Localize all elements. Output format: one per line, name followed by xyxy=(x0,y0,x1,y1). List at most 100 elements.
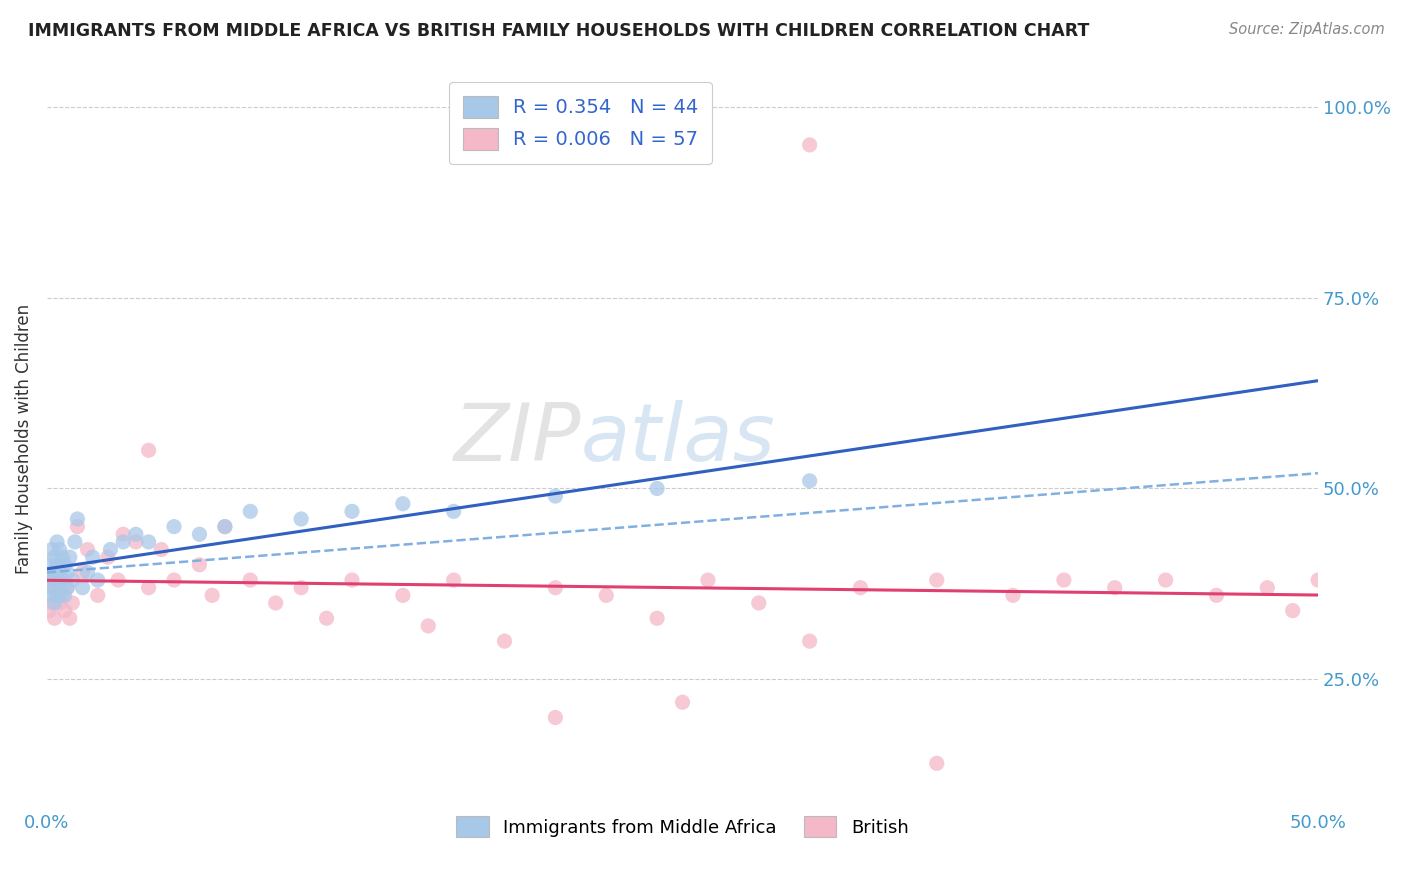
Point xyxy=(59,550,82,565)
Point xyxy=(46,558,69,572)
Point xyxy=(443,504,465,518)
Point xyxy=(53,588,76,602)
Point xyxy=(188,558,211,572)
Point xyxy=(41,566,63,580)
Point xyxy=(340,504,363,518)
Point xyxy=(1205,588,1227,602)
Point xyxy=(163,573,186,587)
Point xyxy=(925,756,948,771)
Point xyxy=(60,596,83,610)
Point xyxy=(53,558,76,572)
Point xyxy=(315,611,337,625)
Point xyxy=(38,573,60,587)
Point xyxy=(51,588,73,602)
Point xyxy=(63,535,86,549)
Point xyxy=(1308,573,1330,587)
Point xyxy=(544,489,567,503)
Point xyxy=(443,573,465,587)
Point xyxy=(925,573,948,587)
Point xyxy=(697,573,720,587)
Point xyxy=(46,535,69,549)
Point xyxy=(51,573,73,587)
Point xyxy=(418,619,440,633)
Point xyxy=(188,527,211,541)
Point xyxy=(150,542,173,557)
Point xyxy=(48,588,70,602)
Y-axis label: Family Households with Children: Family Households with Children xyxy=(15,304,32,574)
Point xyxy=(290,581,312,595)
Point xyxy=(46,588,69,602)
Text: IMMIGRANTS FROM MIDDLE AFRICA VS BRITISH FAMILY HOUSEHOLDS WITH CHILDREN CORRELA: IMMIGRANTS FROM MIDDLE AFRICA VS BRITISH… xyxy=(28,22,1090,40)
Point xyxy=(100,542,122,557)
Point xyxy=(392,497,415,511)
Point xyxy=(38,604,60,618)
Point xyxy=(1104,581,1126,595)
Point xyxy=(239,504,262,518)
Point xyxy=(46,558,69,572)
Point xyxy=(87,588,110,602)
Point xyxy=(201,588,224,602)
Point xyxy=(41,588,63,602)
Point xyxy=(56,581,79,595)
Point xyxy=(76,566,98,580)
Point xyxy=(1002,588,1025,602)
Point xyxy=(125,527,148,541)
Point xyxy=(41,542,63,557)
Point xyxy=(112,527,135,541)
Point xyxy=(48,581,70,595)
Point xyxy=(38,581,60,595)
Point xyxy=(1256,581,1278,595)
Point xyxy=(44,596,66,610)
Point xyxy=(44,581,66,595)
Point xyxy=(138,535,160,549)
Point xyxy=(44,550,66,565)
Point xyxy=(544,581,567,595)
Point xyxy=(48,573,70,587)
Point xyxy=(51,550,73,565)
Point xyxy=(60,573,83,587)
Text: ZIP: ZIP xyxy=(454,400,581,478)
Point xyxy=(214,519,236,533)
Text: atlas: atlas xyxy=(581,400,776,478)
Point xyxy=(48,542,70,557)
Point xyxy=(48,596,70,610)
Point xyxy=(82,550,104,565)
Point xyxy=(41,596,63,610)
Legend: Immigrants from Middle Africa, British: Immigrants from Middle Africa, British xyxy=(449,809,915,845)
Point xyxy=(107,573,129,587)
Text: Source: ZipAtlas.com: Source: ZipAtlas.com xyxy=(1229,22,1385,37)
Point xyxy=(1154,573,1177,587)
Point xyxy=(544,710,567,724)
Point xyxy=(163,519,186,533)
Point xyxy=(44,566,66,580)
Point xyxy=(72,581,94,595)
Point xyxy=(87,573,110,587)
Point xyxy=(748,596,770,610)
Point xyxy=(799,137,821,152)
Point xyxy=(214,519,236,533)
Point xyxy=(56,581,79,595)
Point xyxy=(66,512,89,526)
Point xyxy=(41,573,63,587)
Point xyxy=(38,558,60,572)
Point xyxy=(112,535,135,549)
Point xyxy=(138,581,160,595)
Point xyxy=(645,611,668,625)
Point xyxy=(56,566,79,580)
Point xyxy=(645,482,668,496)
Point xyxy=(1281,604,1303,618)
Point xyxy=(97,550,120,565)
Point xyxy=(53,604,76,618)
Point xyxy=(264,596,287,610)
Point xyxy=(125,535,148,549)
Point xyxy=(849,581,872,595)
Point xyxy=(595,588,617,602)
Point xyxy=(290,512,312,526)
Point xyxy=(1053,573,1076,587)
Point xyxy=(138,443,160,458)
Point xyxy=(66,519,89,533)
Point xyxy=(392,588,415,602)
Point xyxy=(72,566,94,580)
Point xyxy=(46,573,69,587)
Point xyxy=(239,573,262,587)
